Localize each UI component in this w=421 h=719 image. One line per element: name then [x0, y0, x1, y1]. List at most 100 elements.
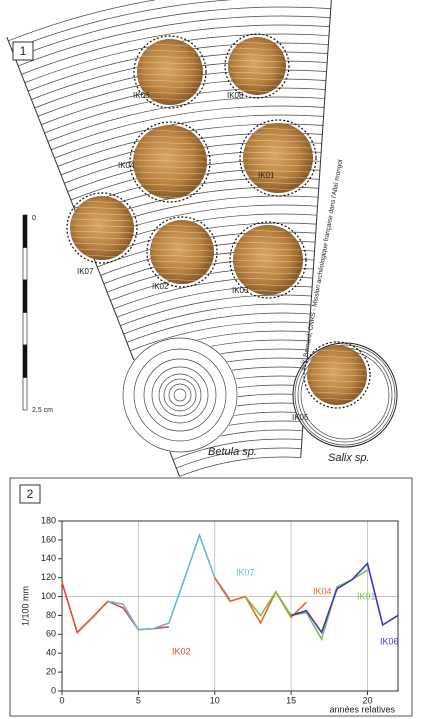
- tree-ring: [51, 105, 325, 151]
- tree-ring: [173, 388, 187, 402]
- photo-ring: [70, 224, 134, 228]
- tree-ring: [179, 456, 301, 477]
- photo-ring: [151, 260, 213, 264]
- photo-ring: [84, 200, 120, 204]
- photo-ring: [138, 141, 202, 145]
- photo-ring: [73, 242, 131, 246]
- photo-ring: [237, 277, 299, 281]
- photo-ring: [235, 271, 301, 275]
- series-label: IK07: [236, 567, 255, 577]
- series-line: [214, 577, 307, 625]
- tree-ring: [126, 312, 311, 343]
- x-tick-label: 0: [59, 695, 64, 705]
- photo-ring: [230, 53, 284, 57]
- tree-ring: [168, 383, 192, 407]
- photo-ring: [73, 212, 131, 216]
- photo-ring: [145, 49, 195, 53]
- photo-ring: [150, 248, 214, 252]
- photo-ring: [137, 67, 203, 71]
- sample-label: IK02: [152, 282, 169, 291]
- photo-ring: [84, 254, 120, 258]
- pith-area: [122, 337, 238, 453]
- photo-ring: [230, 77, 284, 81]
- sample-label: IK01: [258, 171, 275, 180]
- photo-ring: [145, 189, 195, 193]
- photo-ring: [157, 272, 207, 276]
- tree-ring: [54, 114, 324, 159]
- photo-ring: [309, 385, 365, 389]
- y-tick-label: 120: [41, 572, 56, 582]
- sample-outline: [224, 33, 290, 99]
- photo-ring: [249, 229, 287, 233]
- y-tick-label: 20: [46, 666, 56, 676]
- y-tick-label: 100: [41, 591, 56, 601]
- series-label: IK06: [380, 636, 399, 646]
- scale-bar: [22, 312, 28, 346]
- plot-frame: [61, 520, 399, 692]
- sample-outline: [239, 119, 317, 197]
- photo-ring: [233, 265, 303, 269]
- photo-ring: [70, 230, 134, 234]
- sample-outline: [66, 192, 138, 264]
- photo-ring: [137, 79, 203, 83]
- photo-ring: [237, 241, 299, 245]
- photo-ring: [233, 253, 303, 257]
- sample-photo: [70, 196, 134, 260]
- tree-ring: [123, 303, 311, 335]
- y-tick-label: 160: [41, 534, 56, 544]
- scale-bar: [22, 377, 28, 411]
- tree-ring: [11, 0, 234, 50]
- tree-ring: [130, 321, 310, 352]
- photo-ring: [151, 129, 189, 133]
- sample-label: IK06: [133, 91, 150, 100]
- photo-ring: [252, 133, 304, 137]
- photo-ring: [307, 367, 367, 371]
- photo-ring: [245, 169, 311, 173]
- photo-ring: [157, 230, 207, 234]
- tree-ring: [14, 6, 331, 58]
- x-tick-label: 10: [210, 695, 220, 705]
- tree-ring: [8, 0, 157, 42]
- y-tick-label: 140: [41, 553, 56, 563]
- photo-ring: [242, 157, 314, 161]
- panel-label: 1: [20, 44, 27, 58]
- tree-ring: [158, 373, 202, 417]
- photo-ring: [320, 349, 354, 353]
- sample-label: IK05: [292, 413, 309, 422]
- tree-ring: [18, 15, 331, 67]
- photo-ring: [137, 73, 203, 77]
- x-tick-label: 20: [362, 695, 372, 705]
- photo-ring: [313, 355, 361, 359]
- series-label: IK04: [313, 586, 332, 596]
- photo-ring: [77, 248, 127, 252]
- photo-ring: [153, 236, 211, 240]
- sample-outline: [146, 216, 218, 288]
- sample-label: IK08: [227, 91, 244, 100]
- scale-label: 0: [32, 215, 36, 222]
- photo-ring: [232, 259, 304, 263]
- photo-ring: [152, 43, 188, 47]
- sample-outline: [133, 35, 207, 109]
- photo-ring: [234, 47, 280, 51]
- scale-bar: [22, 344, 28, 378]
- scale-bar: [22, 247, 28, 281]
- species-label: Salix sp.: [328, 452, 370, 464]
- photo-ring: [309, 361, 365, 365]
- panel-2: 0 5 10 15 20 0 20 40 60 80 100 120 140 160 180 IK02 IK07…: [41, 515, 399, 705]
- tree-ring: [120, 294, 312, 326]
- tree-ring: [172, 438, 302, 460]
- photo-ring: [149, 97, 191, 101]
- photo-ring: [151, 242, 213, 246]
- photo-ring: [135, 147, 205, 151]
- photo-ring: [249, 289, 287, 293]
- y-tick-label: 0: [51, 685, 56, 695]
- photo-ring: [164, 278, 200, 282]
- series-label: IK02: [172, 646, 191, 656]
- photo-ring: [227, 65, 287, 69]
- photo-ring: [242, 283, 294, 287]
- photo-ring: [242, 235, 294, 239]
- photo-ring: [259, 127, 297, 131]
- photo-ring: [140, 85, 200, 89]
- tree-ring: [122, 337, 238, 453]
- sample-outline: [129, 121, 211, 203]
